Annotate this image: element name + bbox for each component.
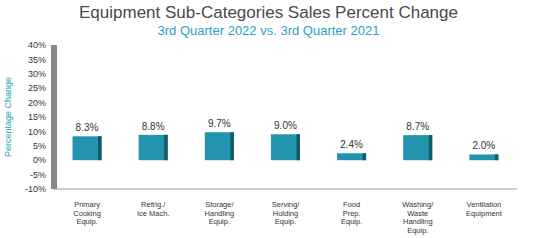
svg-text:Storage/HandlingEquip.: Storage/HandlingEquip. xyxy=(205,200,235,226)
svg-text:15%: 15% xyxy=(28,112,46,122)
svg-text:8.8%: 8.8% xyxy=(142,121,165,132)
svg-text:2.0%: 2.0% xyxy=(472,140,495,151)
svg-text:9.0%: 9.0% xyxy=(274,120,297,131)
svg-text:PrimaryCookingEquip.: PrimaryCookingEquip. xyxy=(73,200,101,226)
svg-text:20%: 20% xyxy=(28,98,46,108)
svg-text:-10%: -10% xyxy=(25,184,46,194)
svg-text:10%: 10% xyxy=(28,127,46,137)
svg-text:Washing/WasteHandlingEquip.: Washing/WasteHandlingEquip. xyxy=(402,200,434,235)
html-text:3rd Quarter 2022 vs. 3rd Quart: 3rd Quarter 2022 vs. 3rd Quarter 2021 xyxy=(157,23,380,38)
svg-text:Refrig./Ice Mach.: Refrig./Ice Mach. xyxy=(137,200,170,218)
svg-text:-5%: -5% xyxy=(30,170,46,180)
svg-text:8.7%: 8.7% xyxy=(406,121,429,132)
html-text:Equipment Sub-Categories Sales: Equipment Sub-Categories Sales Percent C… xyxy=(79,3,458,22)
svg-text:0%: 0% xyxy=(33,155,46,165)
svg-text:30%: 30% xyxy=(28,69,46,79)
svg-text:5%: 5% xyxy=(33,141,46,151)
svg-text:FoodPrep.Equip.: FoodPrep.Equip. xyxy=(341,200,362,226)
svg-text:8.3%: 8.3% xyxy=(76,122,99,133)
svg-text:VentilationEquipment: VentilationEquipment xyxy=(466,200,503,218)
svg-text:25%: 25% xyxy=(28,83,46,93)
svg-text:40%: 40% xyxy=(28,40,46,50)
svg-text:Serving/HoldingEquip.: Serving/HoldingEquip. xyxy=(272,200,300,226)
svg-text:9.7%: 9.7% xyxy=(208,118,231,129)
svg-text:35%: 35% xyxy=(28,55,46,65)
svg-text:Percentage Change: Percentage Change xyxy=(8,77,13,157)
svg-text:2.4%: 2.4% xyxy=(340,139,363,150)
